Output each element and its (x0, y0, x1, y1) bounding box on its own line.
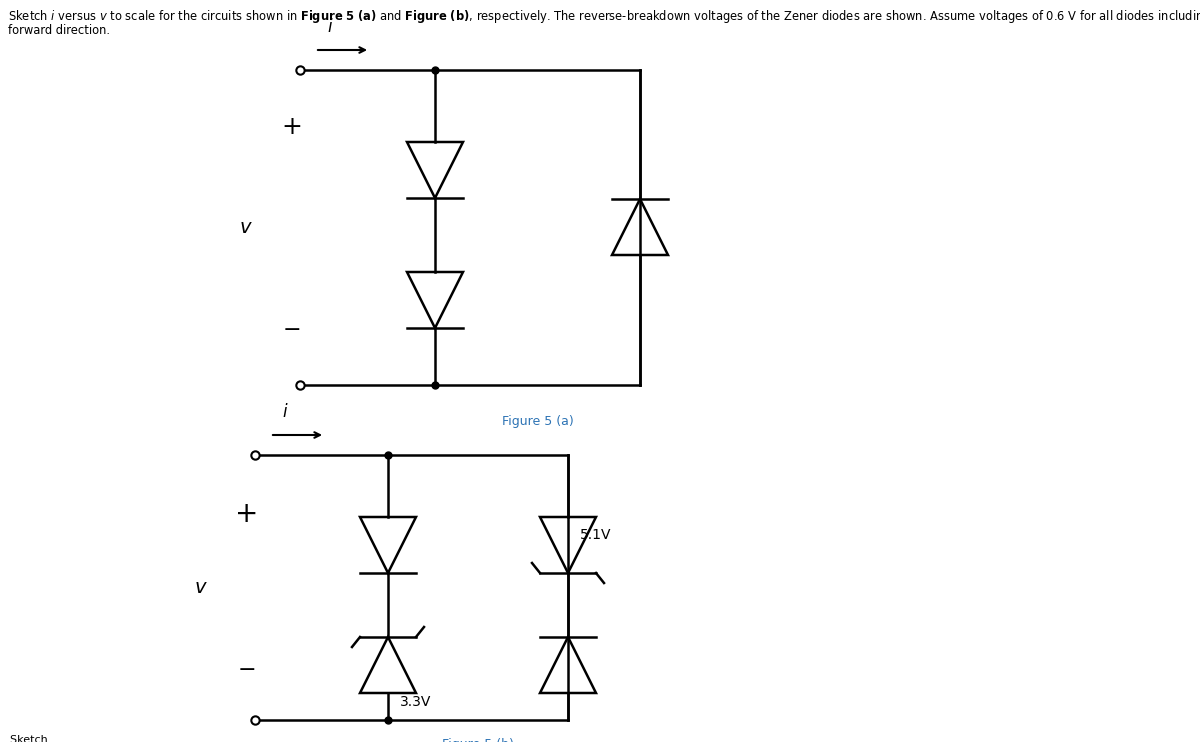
Text: v: v (239, 218, 251, 237)
Text: i: i (283, 403, 287, 421)
Text: +: + (282, 115, 302, 139)
Text: Figure 5 (a): Figure 5 (a) (502, 415, 574, 428)
Text: Sketch $i$ versus $v$ to scale for the circuits shown in $\mathbf{Figure\ 5\ (a): Sketch $i$ versus $v$ to scale for the c… (8, 8, 1200, 25)
Text: −: − (238, 660, 257, 680)
Text: i: i (328, 18, 332, 36)
Text: forward direction.: forward direction. (8, 24, 110, 37)
Text: Figure 5 (b): Figure 5 (b) (442, 738, 514, 742)
Text: 5.1V: 5.1V (580, 528, 612, 542)
Text: v: v (194, 578, 205, 597)
Text: Sketch: Sketch (10, 735, 50, 742)
Text: −: − (283, 320, 301, 340)
Text: 3.3V: 3.3V (400, 695, 431, 709)
Text: +: + (235, 500, 259, 528)
